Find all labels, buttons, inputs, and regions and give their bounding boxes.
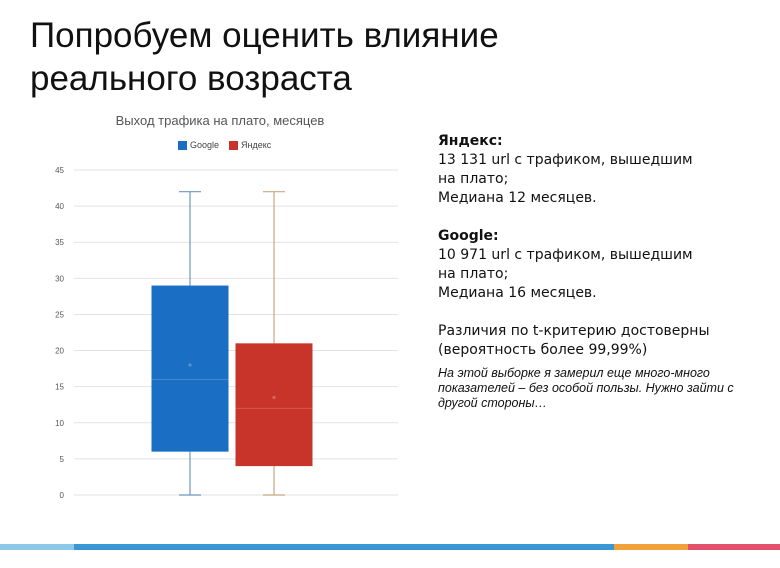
footer-segment-4 <box>688 544 780 550</box>
y-tick-label: 5 <box>60 455 65 464</box>
y-tick-label: 45 <box>55 166 64 175</box>
legend-swatch-yandex <box>229 140 239 150</box>
slide-title: Попробуем оценить влияние реального возр… <box>30 14 590 100</box>
yandex-line2: на плато; <box>438 171 509 187</box>
mean-marker-google <box>188 363 192 367</box>
chart-legend: Google Яндекс <box>178 140 271 150</box>
y-tick-label: 20 <box>55 347 64 356</box>
google-heading: Google: <box>438 228 499 244</box>
footer-segment-3 <box>614 544 688 550</box>
legend-swatch-google <box>178 140 187 150</box>
box-google <box>151 285 229 452</box>
google-line1: 10 971 url с трафиком, вышедшим <box>438 247 693 263</box>
slide-title-line2: реального возраста <box>30 59 352 98</box>
ttest-line2: (вероятность более 99,99%) <box>438 342 648 358</box>
y-tick-label: 40 <box>55 202 64 211</box>
ttest-line1: Различия по t-критерию достоверны <box>438 323 710 339</box>
yandex-line3: Медиана 12 месяцев. <box>438 190 597 206</box>
y-tick-label: 10 <box>55 419 64 428</box>
y-tick-label: 25 <box>55 310 64 319</box>
y-tick-label: 15 <box>55 383 64 392</box>
footer-segment-2 <box>74 544 614 550</box>
box-yandex <box>235 343 313 467</box>
legend-label-yandex: Яндекс <box>241 140 272 150</box>
y-tick-label: 30 <box>55 274 64 283</box>
y-tick-label: 35 <box>55 238 64 247</box>
chart-title: Выход трафика на плато, месяцев <box>115 113 325 128</box>
legend-item-google: Google <box>178 140 219 150</box>
yandex-line1: 13 131 url с трафиком, вышедшим <box>438 152 693 168</box>
note-text: На этой выборке я замерил еще много-мног… <box>438 366 734 410</box>
legend-item-yandex: Яндекс <box>229 140 271 150</box>
info-panel: Яндекс: 13 131 url с трафиком, вышедшим … <box>438 132 768 411</box>
slide-title-line1: Попробуем оценить влияние <box>30 16 499 55</box>
legend-label-google: Google <box>190 140 220 150</box>
google-line3: Медиана 16 месяцев. <box>438 285 597 301</box>
y-tick-label: 0 <box>60 491 65 500</box>
yandex-heading: Яндекс: <box>438 133 503 149</box>
footer-segment-1 <box>0 544 74 550</box>
mean-marker-yandex <box>272 395 276 400</box>
google-line2: на плато; <box>438 266 509 282</box>
footer-color-bar <box>0 544 780 550</box>
